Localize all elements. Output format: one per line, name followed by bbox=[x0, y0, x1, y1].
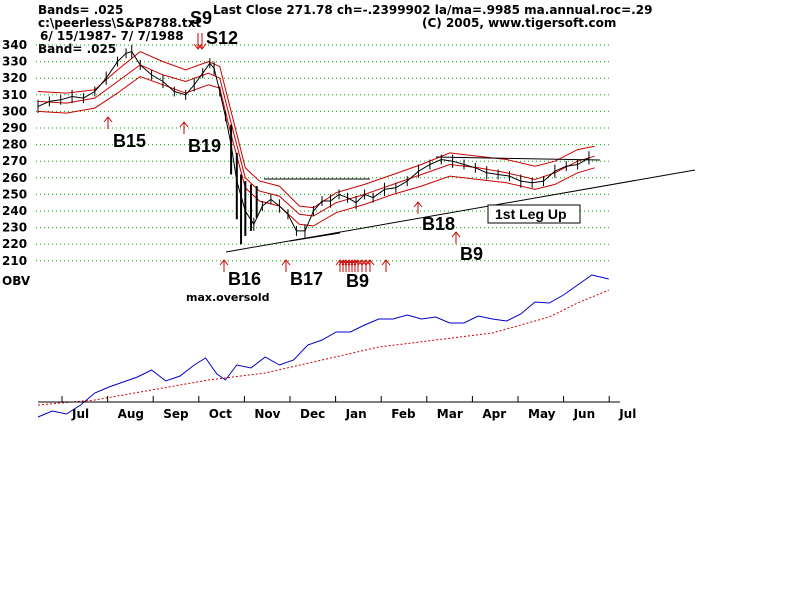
y-tick-label: 340 bbox=[2, 38, 27, 52]
band-middle-line bbox=[37, 64, 595, 217]
month-label: May bbox=[528, 407, 556, 421]
buy-arrow bbox=[179, 121, 189, 134]
buy-arrow bbox=[451, 231, 461, 244]
header-file: c:\peerless\S&P8788.txt bbox=[38, 16, 201, 30]
month-label: Aug bbox=[118, 407, 144, 421]
signal-label-b17: B17 bbox=[290, 269, 323, 289]
month-label: Feb bbox=[391, 407, 416, 421]
signal-label-s12: S12 bbox=[206, 28, 238, 48]
arrow-head bbox=[361, 259, 371, 266]
y-tick-label: 250 bbox=[2, 187, 27, 201]
month-label: Jan bbox=[345, 407, 367, 421]
month-label: Jun bbox=[573, 407, 596, 421]
trend-lines bbox=[225, 156, 696, 253]
header-stats: Last Close 271.78 ch=-.2399902 la/ma=.99… bbox=[213, 3, 652, 17]
signal-label-max-oversold: max.oversold bbox=[186, 291, 270, 304]
obv-ma-line bbox=[37, 289, 609, 406]
trend-line-short bbox=[289, 232, 341, 242]
signal-label-b18: B18 bbox=[422, 214, 455, 234]
signal-label-b15: B15 bbox=[113, 131, 146, 151]
annotation-box bbox=[487, 204, 581, 224]
y-tick-label: 310 bbox=[2, 88, 27, 102]
y-tick-label: 280 bbox=[2, 138, 27, 152]
header-bands: Bands= .025 bbox=[38, 3, 123, 17]
buy-arrow bbox=[281, 259, 291, 272]
price-close-line bbox=[37, 51, 590, 232]
buy-arrow bbox=[357, 259, 367, 272]
signal-label-s9: S9 bbox=[190, 8, 212, 28]
buy-arrow bbox=[353, 259, 363, 272]
obv-series bbox=[37, 274, 609, 418]
obv-line bbox=[37, 274, 609, 418]
obv-label: OBV bbox=[2, 274, 31, 288]
y-tick-label: 270 bbox=[2, 154, 27, 168]
y-tick-label: 290 bbox=[2, 121, 27, 135]
sell-arrow bbox=[197, 33, 207, 50]
y-tick-label: 230 bbox=[2, 221, 27, 235]
trend-line-upper bbox=[435, 156, 601, 161]
signal-label-b16: B16 bbox=[228, 269, 261, 289]
y-tick-label: 320 bbox=[2, 71, 27, 85]
month-label: Oct bbox=[209, 407, 232, 421]
bollinger-bands bbox=[37, 51, 595, 227]
arrow-head bbox=[413, 201, 423, 208]
signal-arrows bbox=[103, 33, 461, 272]
y-tick-label: 300 bbox=[2, 104, 27, 118]
y-tick-label: 260 bbox=[2, 171, 27, 185]
header-copyright: (C) 2005, www.tigersoft.com bbox=[422, 16, 616, 30]
y-tick-label: 330 bbox=[2, 55, 27, 69]
arrow-head bbox=[193, 43, 203, 50]
arrow-head bbox=[197, 43, 207, 50]
y-tick-label: 220 bbox=[2, 237, 27, 251]
month-label: Mar bbox=[437, 407, 463, 421]
buy-arrow bbox=[413, 201, 423, 214]
month-label: Jul bbox=[618, 407, 636, 421]
arrow-head bbox=[357, 259, 367, 266]
price-series bbox=[37, 45, 590, 245]
arrow-head bbox=[381, 259, 391, 266]
arrow-head bbox=[365, 259, 375, 266]
y-tick-label: 210 bbox=[2, 254, 27, 268]
arrow-head bbox=[219, 259, 229, 266]
header-dates: 6/ 15/1987- 7/ 7/1988 bbox=[40, 29, 184, 43]
month-label: Nov bbox=[254, 407, 280, 421]
buy-arrow bbox=[219, 259, 229, 272]
buy-arrow bbox=[361, 259, 371, 272]
y-axis-ticks: 340 330 320 310 300 290 280 270 260 250 240 230 220 2… bbox=[2, 38, 27, 268]
annotation-box-label: 1st Leg Up bbox=[495, 206, 567, 222]
month-label: Dec bbox=[300, 407, 325, 421]
band-lower-line bbox=[37, 75, 595, 227]
buy-arrow bbox=[381, 259, 391, 272]
arrow-head bbox=[103, 116, 113, 123]
gridlines bbox=[36, 44, 610, 262]
month-label: Apr bbox=[482, 407, 506, 421]
header-band: Band= .025 bbox=[38, 42, 116, 56]
signal-label-b9-apr: B9 bbox=[460, 244, 483, 264]
arrow-head bbox=[179, 121, 189, 128]
y-tick-label: 240 bbox=[2, 204, 27, 218]
arrow-head bbox=[281, 259, 291, 266]
month-label: Sep bbox=[163, 407, 189, 421]
month-axis: Jul Aug Sep Oct Nov Dec Jan Feb Mar Apr May Jun Jul bbox=[38, 396, 636, 421]
sell-arrow bbox=[193, 33, 203, 50]
month-label: Jul bbox=[71, 407, 89, 421]
signal-label-b9-jan: B9 bbox=[346, 271, 369, 291]
buy-arrow bbox=[365, 259, 375, 272]
signal-label-b19: B19 bbox=[188, 136, 221, 156]
arrow-head bbox=[451, 231, 461, 238]
band-upper-line bbox=[37, 51, 595, 209]
arrow-head bbox=[353, 259, 363, 266]
buy-arrow bbox=[103, 116, 113, 129]
